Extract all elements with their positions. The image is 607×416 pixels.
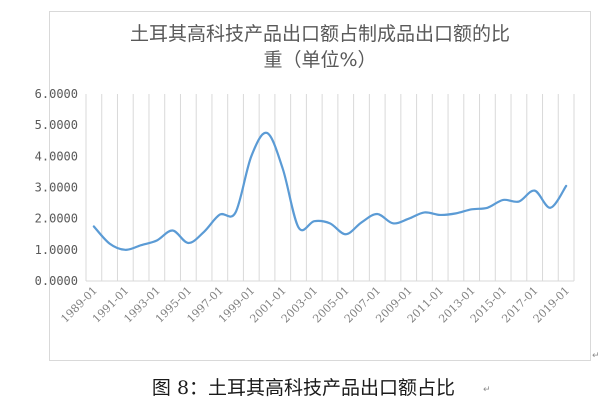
series-line	[92, 131, 568, 251]
figure-caption: 图 8：土耳其高科技产品出口额占比	[151, 377, 456, 399]
y-tick-label: 3.0000	[35, 181, 78, 195]
chart-title-line1: 土耳其高科技产品出口额占制成品出口额的比	[129, 23, 510, 45]
chart-title-line2: 重（单位%）	[263, 49, 377, 71]
y-tick-label: 6.0000	[35, 87, 78, 101]
paragraph-mark-icon: ↵	[483, 385, 491, 395]
paragraph-mark-icon: ↵	[592, 351, 600, 361]
grid-layer	[85, 94, 575, 282]
y-tick-label: 0.0000	[35, 274, 78, 288]
chart-frame	[49, 11, 591, 361]
x-axis-ticks: 1989-011991-011993-011995-011997-011999-…	[58, 284, 572, 326]
y-tick-label: 4.0000	[35, 149, 78, 163]
y-tick-label: 5.0000	[35, 118, 78, 132]
series-layer	[92, 131, 568, 251]
y-tick-label: 2.0000	[35, 212, 78, 226]
y-axis-ticks: 0.0000 1.0000 2.0000 3.0000 4.0000 5.0000 6.00…	[35, 87, 78, 288]
y-tick-label: 1.0000	[35, 243, 78, 257]
